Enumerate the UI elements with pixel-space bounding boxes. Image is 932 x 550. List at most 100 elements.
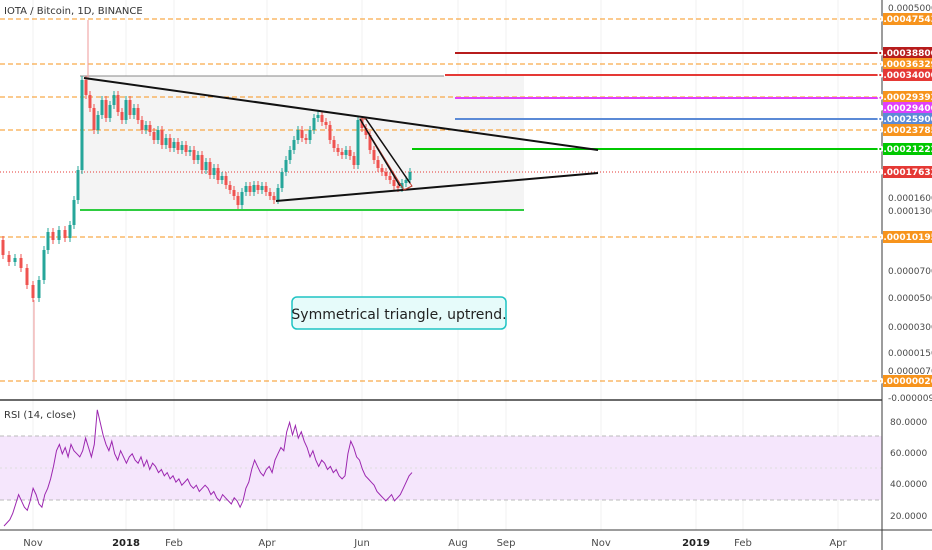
candle-body (228, 185, 232, 190)
rsi-tick-label: 60.0000 (890, 449, 927, 459)
candle-body (300, 130, 304, 138)
candle-body (408, 172, 412, 180)
candle-body (116, 95, 120, 112)
candle-body (100, 100, 104, 115)
candle-body (400, 183, 404, 188)
price-tick-label: 0.00003000 (888, 323, 932, 333)
rsi-tick-label: 20.0000 (890, 512, 927, 522)
time-tick-label: Jun (353, 538, 370, 549)
candle-body (204, 162, 208, 170)
price-level-badges: 0.00047543 0.000388000.000363290.00034000… (877, 13, 932, 387)
candle-body (380, 168, 384, 172)
candle-body (356, 120, 360, 165)
chart-header-title: IOTA / Bitcoin, 1D, BINANCE (4, 6, 143, 17)
time-tick-label: Nov (23, 538, 43, 549)
candle-body (308, 130, 312, 140)
price-tick-label: 0.00016000 (888, 194, 932, 204)
price-tick-label: 0.00050000 (888, 4, 932, 14)
candle-body (328, 125, 332, 140)
candle-body (344, 150, 348, 155)
candle-body (124, 100, 128, 120)
time-tick-label: Apr (258, 538, 276, 549)
candle-body (76, 170, 80, 200)
candle-body (25, 268, 29, 285)
price-tick-label: 0.00001500 (888, 349, 932, 359)
candle-body (208, 162, 212, 175)
price-level-badge: 0.00036329 (877, 58, 932, 70)
candle-body (42, 250, 46, 280)
candle-body (156, 130, 160, 140)
rsi-tick-label: 80.0000 (890, 418, 927, 428)
candle-body (352, 156, 356, 165)
candle-body (200, 155, 204, 170)
candle-body (372, 150, 376, 160)
triangle-upper-line (83, 77, 599, 151)
candle-body (19, 258, 23, 268)
candle-body (1, 240, 5, 255)
wedge-line-1 (359, 118, 401, 187)
rsi-axis: 80.0000 60.0000 40.0000 20.0000 (890, 418, 927, 522)
candle-body (236, 196, 240, 205)
candle-body (92, 108, 96, 130)
candle-body (31, 285, 35, 298)
price-tick-label: 0.00013000 (888, 207, 932, 217)
candle-body (168, 138, 172, 148)
candle-body (240, 192, 244, 205)
candle-body (392, 180, 396, 186)
candle-body (196, 155, 200, 160)
candle-body (37, 280, 41, 298)
candle-body (164, 138, 168, 145)
rsi-pane: RSI (14, close) (0, 409, 882, 527)
candle-body (224, 176, 228, 185)
candle-body (104, 100, 108, 118)
candle-body (316, 115, 320, 118)
svg-text:0.00029392: 0.00029392 (877, 93, 932, 103)
candle-body (128, 100, 132, 115)
price-level-badge: 0.00029392 (877, 91, 932, 103)
svg-text:0.00023785: 0.00023785 (877, 126, 932, 136)
candle-body (96, 115, 100, 130)
time-tick-label: Apr (829, 538, 847, 549)
price-tick-label: -0.00000900 (888, 394, 932, 404)
price-level-badge: 0.00038800 (877, 47, 932, 59)
price-level-badge: 0.00025900 (877, 113, 932, 125)
candle-body (176, 142, 180, 150)
candle-body (13, 258, 17, 262)
pattern-range-box (80, 76, 524, 210)
annotation-text: Symmetrical triangle, uptrend. (291, 307, 506, 323)
candle-body (312, 118, 316, 130)
candle-body (88, 95, 92, 108)
candle-body (244, 186, 248, 192)
candle-body (232, 190, 236, 196)
candle-body (288, 150, 292, 160)
price-level-badge: 0.00034000 (877, 69, 932, 81)
candle-body (132, 108, 136, 115)
svg-text:0.00038800: 0.00038800 (877, 49, 932, 59)
price-tick-label: 0.00000700 (888, 367, 932, 377)
candle-body (68, 225, 72, 238)
candle-body (248, 186, 252, 192)
candle-body (152, 132, 156, 140)
candle-body (160, 130, 164, 145)
candle-body (212, 168, 216, 175)
price-level-badge: 0.00021222 (877, 143, 932, 155)
candle-body (396, 186, 400, 188)
candle-body (256, 185, 260, 190)
price-level-badge: 0.00017632 (877, 166, 932, 178)
time-tick-label: 2019 (682, 538, 710, 549)
price-tick-label: 0.00005000 (888, 294, 932, 304)
svg-text:0.00025900: 0.00025900 (877, 115, 932, 125)
candle-body (324, 122, 328, 125)
candle-body (332, 140, 336, 148)
svg-text:0.00047543: 0.00047543 (877, 15, 932, 25)
candle-body (272, 196, 276, 200)
candle-body (260, 186, 264, 190)
candle-body (136, 108, 140, 120)
candle-body (336, 148, 340, 152)
candle-body (364, 128, 368, 135)
svg-text:0.00021222: 0.00021222 (877, 145, 932, 155)
price-level-badge: 0.00000026 (877, 375, 932, 387)
annotation-box[interactable]: Symmetrical triangle, uptrend. (291, 296, 507, 330)
candle-body (292, 140, 296, 150)
